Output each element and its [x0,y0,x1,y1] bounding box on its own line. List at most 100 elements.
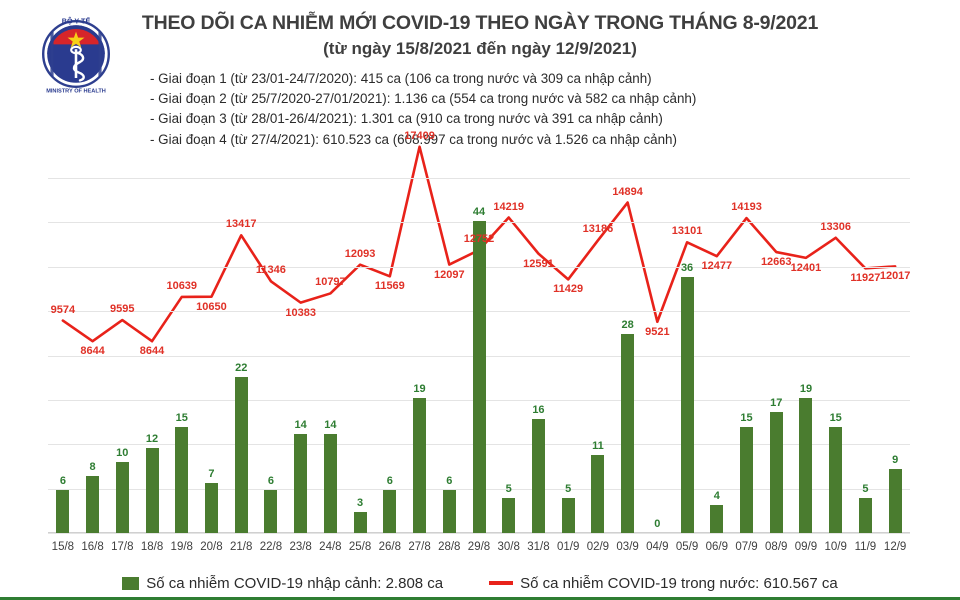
x-axis-tick: 22/8 [259,541,283,553]
x-axis-tick: 15/8 [51,541,75,553]
line-value-label: 10797 [315,276,346,289]
x-axis-tick: 27/8 [408,541,431,553]
x-axis-tick: 20/8 [200,541,223,553]
x-axis-tick: 02/9 [586,541,610,553]
chart-area: 0200040006000800010000120001400016000010… [0,130,960,566]
bar-imported-cases[interactable] [294,433,308,533]
page-header: BỘ Y TẾ MINISTRY OF HEALTH THEO DÕI CA N… [0,0,960,166]
ministry-of-health-logo: BỘ Y TẾ MINISTRY OF HEALTH [36,12,116,96]
gridline [48,533,910,534]
x-axis-tick: 10/9 [824,541,847,553]
bar-imported-cases[interactable] [383,490,397,533]
bar-imported-cases[interactable] [175,426,189,533]
bar-imported-cases[interactable] [591,454,605,533]
bar-value-label: 17 [770,397,783,410]
bar-imported-cases[interactable] [799,398,813,533]
bar-value-label: 19 [799,383,813,396]
logo-text-bottom: MINISTRY OF HEALTH [46,88,106,94]
line-value-label: 10639 [166,279,198,292]
x-axis-tick: 08/9 [765,541,788,553]
bar-imported-cases[interactable] [413,398,427,533]
bar-imported-cases[interactable] [621,334,635,533]
x-axis-tick: 25/8 [348,541,372,553]
bar-imported-cases[interactable] [829,426,843,533]
bar-imported-cases[interactable] [204,483,218,533]
bar-imported-cases[interactable] [442,490,456,533]
bar-imported-cases[interactable] [145,447,159,533]
bar-imported-cases[interactable] [502,497,516,533]
bar-imported-cases[interactable] [710,504,724,533]
bar-value-label: 36 [680,262,694,275]
bar-imported-cases[interactable] [323,433,337,533]
bar-imported-cases[interactable] [858,497,872,533]
bar-value-label: 15 [175,411,188,424]
bar-imported-cases[interactable] [86,476,100,533]
bar-value-label: 22 [235,361,248,374]
bar-value-label: 12 [145,432,159,445]
phase-line-2: - Giai đoạn 2 (từ 25/7/2020-27/01/2021):… [150,91,697,107]
x-axis-tick: 28/8 [438,541,461,553]
line-value-label: 14219 [493,200,525,213]
line-value-label: 12093 [344,247,376,260]
bar-imported-cases[interactable] [115,462,129,533]
logo-text-top: BỘ Y TẾ [62,16,91,26]
x-axis-tick: 05/9 [675,541,699,553]
line-value-label: 17409 [404,129,435,142]
line-value-label: 9595 [110,303,135,316]
x-axis-tick: 09/9 [794,541,818,553]
page-subtitle: (từ ngày 15/8/2021 đến ngày 12/9/2021) [323,39,637,59]
line-value-label: 14894 [612,185,643,198]
bar-imported-cases[interactable] [531,419,545,533]
x-axis-tick: 11/9 [854,541,877,553]
page-title: THEO DÕI CA NHIỄM MỚI COVID-19 THEO NGÀY… [141,12,819,34]
bar-value-label: 5 [505,482,512,495]
bar-imported-cases[interactable] [561,497,575,533]
bar-value-label: 11 [592,439,604,452]
x-axis-tick: 12/9 [883,541,907,553]
legend-item-domestic[interactable]: Số ca nhiễm COVID-19 trong nước: 610.567… [489,575,838,592]
x-axis-tick: 26/8 [378,541,401,553]
bar-value-label: 19 [413,383,426,396]
bar-value-label: 6 [59,475,66,488]
bar-imported-cases[interactable] [769,412,783,533]
x-axis-tick: 01/9 [556,541,580,553]
phase-line-4: - Giai đoạn 4 (từ 27/4/2021): 610.523 ca… [150,131,677,147]
line-value-label: 12591 [523,257,554,270]
bar-value-label: 10 [116,447,129,459]
bar-value-label: 44 [472,205,486,218]
line-value-label: 12017 [879,270,911,283]
x-axis-tick: 18/8 [140,541,164,553]
bar-imported-cases[interactable] [740,426,754,533]
bar-imported-cases[interactable] [353,511,367,533]
x-axis-tick: 19/8 [170,541,193,553]
x-axis-tick: 07/9 [735,541,758,553]
bar-value-label: 15 [740,411,753,424]
bar-value-label: 8 [89,461,96,474]
line-value-label: 8644 [80,345,105,358]
bar-value-label: 5 [862,482,869,495]
line-value-label: 12401 [790,261,822,274]
bar-imported-cases[interactable] [234,376,248,533]
bar-value-label: 16 [532,404,545,417]
x-axis-tick: 04/9 [646,541,669,553]
line-value-label: 12097 [433,268,465,281]
x-axis-tick: 29/8 [467,541,491,553]
phase-line-1: - Giai đoạn 1 (từ 23/01-24/7/2020): 415 … [150,70,652,86]
x-axis-tick: 16/8 [81,541,104,553]
bar-imported-cases[interactable] [56,490,70,533]
bar-value-label: 4 [713,489,720,502]
gridline [48,178,910,179]
bar-imported-cases[interactable] [680,277,694,533]
legend-item-imported[interactable]: Số ca nhiễm COVID-19 nhập cảnh: 2.808 ca [122,575,443,592]
bar-imported-cases[interactable] [264,490,278,533]
x-axis-tick: 24/8 [319,541,342,553]
title-block: THEO DÕI CA NHIỄM MỚI COVID-19 THEO NGÀY… [0,0,960,63]
line-value-label: 9574 [50,303,76,316]
x-axis-tick: 23/8 [289,541,312,553]
bar-imported-cases[interactable] [472,220,486,533]
bar-imported-cases[interactable] [888,469,902,533]
line-value-label: 9521 [645,325,670,338]
bar-value-label: 15 [829,411,842,424]
bar-value-label: 28 [621,319,634,332]
phase-line-3: - Giai đoạn 3 (từ 28/01-26/4/2021): 1.30… [150,111,663,127]
